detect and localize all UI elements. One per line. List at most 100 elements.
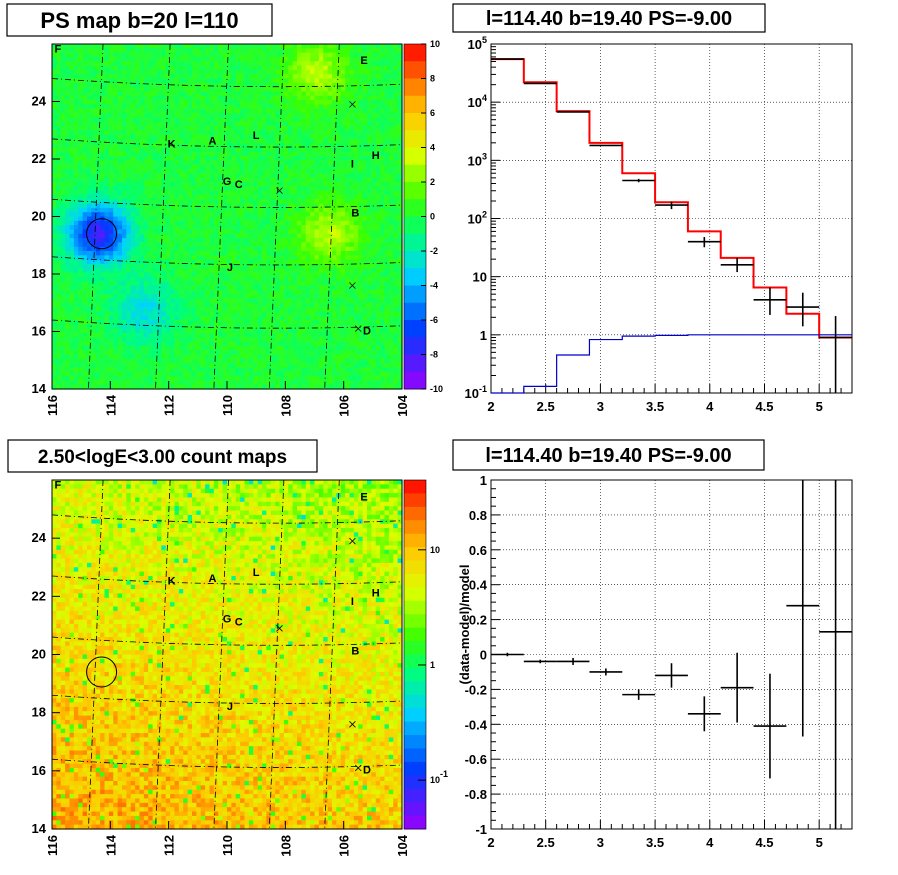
heatmap-cell bbox=[152, 332, 158, 338]
heatmap-cell bbox=[100, 125, 106, 131]
heatmap-cell bbox=[126, 160, 132, 166]
heatmap-cell bbox=[305, 177, 311, 183]
heatmap-cell bbox=[78, 285, 84, 291]
heatmap-cell bbox=[288, 82, 294, 88]
heatmap-cell bbox=[161, 376, 167, 381]
heatmap-cell bbox=[122, 52, 127, 58]
heatmap-cell bbox=[113, 130, 119, 136]
heatmap-cell bbox=[52, 78, 57, 84]
heatmap-cell bbox=[270, 104, 276, 110]
heatmap-cell bbox=[139, 289, 145, 295]
heatmap-cell bbox=[297, 246, 302, 252]
heatmap-cell bbox=[283, 272, 289, 278]
heatmap-cell bbox=[157, 255, 162, 261]
heatmap-cell bbox=[148, 233, 154, 239]
heatmap-cell bbox=[78, 332, 84, 338]
heatmap-cell bbox=[318, 91, 324, 97]
heatmap-cell bbox=[297, 259, 302, 265]
heatmap-cell bbox=[117, 276, 123, 282]
heatmap-cell bbox=[209, 285, 215, 291]
heatmap-cell bbox=[165, 225, 171, 231]
heatmap-cell bbox=[318, 182, 324, 187]
heatmap-cell bbox=[139, 182, 145, 187]
heatmap-cell bbox=[305, 190, 311, 196]
heatmap-cell bbox=[187, 134, 193, 140]
heatmap-cell bbox=[305, 367, 311, 373]
heatmap-cell bbox=[248, 380, 254, 386]
heatmap-cell bbox=[143, 238, 149, 243]
heatmap-cell bbox=[240, 82, 246, 88]
heatmap-cell bbox=[310, 138, 316, 144]
heatmap-cell bbox=[143, 78, 149, 84]
heatmap-cell bbox=[205, 87, 211, 93]
heatmap-cell bbox=[104, 164, 110, 170]
heatmap-cell bbox=[91, 95, 97, 101]
heatmap-cell bbox=[56, 358, 62, 364]
heatmap-cell bbox=[235, 194, 241, 200]
heatmap-cell bbox=[292, 164, 298, 170]
heatmap-cell bbox=[262, 56, 267, 62]
heatmap-cell bbox=[192, 289, 197, 295]
heatmap-cell bbox=[52, 246, 57, 252]
heatmap-cell bbox=[222, 332, 228, 338]
heatmap-cell bbox=[130, 246, 136, 252]
heatmap-cell bbox=[117, 117, 123, 123]
heatmap-cell bbox=[95, 238, 101, 243]
heatmap-cell bbox=[69, 320, 75, 325]
heatmap-cell bbox=[192, 246, 197, 252]
heatmap-cell bbox=[318, 320, 324, 325]
heatmap-cell bbox=[122, 311, 127, 317]
heatmap-cell bbox=[310, 164, 316, 170]
heatmap-cell bbox=[213, 207, 219, 213]
heatmap-cell bbox=[174, 332, 180, 338]
heatmap-cell bbox=[231, 61, 237, 67]
heatmap-cell bbox=[192, 376, 197, 381]
heatmap-cell bbox=[200, 91, 206, 97]
heatmap-cell bbox=[192, 298, 197, 304]
heatmap-cell bbox=[227, 169, 232, 174]
heatmap-cell bbox=[314, 104, 320, 110]
heatmap-cell bbox=[292, 147, 298, 153]
heatmap-cell bbox=[52, 143, 57, 149]
heatmap-cell bbox=[262, 91, 267, 97]
heatmap-cell bbox=[170, 259, 176, 265]
heatmap-cell bbox=[288, 384, 294, 390]
heatmap-cell bbox=[165, 242, 171, 248]
heatmap-cell bbox=[231, 130, 237, 136]
heatmap-cell bbox=[95, 95, 101, 101]
heatmap-cell bbox=[292, 298, 298, 304]
heatmap-cell bbox=[266, 371, 272, 377]
heatmap-cell bbox=[244, 332, 250, 338]
heatmap-cell bbox=[279, 315, 285, 321]
heatmap-cell bbox=[113, 74, 119, 80]
heatmap-cell bbox=[100, 151, 106, 157]
heatmap-cell bbox=[248, 169, 254, 174]
heatmap-cell bbox=[69, 367, 75, 373]
heatmap-cell bbox=[196, 332, 202, 338]
heatmap-cell bbox=[52, 95, 57, 101]
heatmap-cell bbox=[152, 225, 158, 231]
heatmap-cell bbox=[231, 246, 237, 252]
heatmap-cell bbox=[56, 332, 62, 338]
heatmap-cell bbox=[78, 186, 84, 192]
heatmap-cell bbox=[95, 289, 101, 295]
heatmap-cell bbox=[292, 199, 298, 205]
heatmap-cell bbox=[100, 259, 106, 265]
heatmap-cell bbox=[95, 315, 101, 321]
heatmap-cell bbox=[87, 87, 92, 93]
heatmap-cell bbox=[218, 324, 224, 330]
heatmap-cell bbox=[192, 138, 197, 144]
heatmap-cell bbox=[288, 138, 294, 144]
heatmap-cell bbox=[314, 160, 320, 166]
heatmap-cell bbox=[270, 220, 276, 226]
heatmap-cell bbox=[78, 367, 84, 373]
heatmap-cell bbox=[148, 143, 154, 149]
heatmap-cell bbox=[240, 194, 246, 200]
heatmap-cell bbox=[108, 268, 114, 274]
heatmap-cell bbox=[187, 100, 193, 105]
heatmap-cell bbox=[135, 108, 141, 114]
heatmap-cell bbox=[283, 134, 289, 140]
heatmap-cell bbox=[222, 229, 228, 235]
heatmap-cell bbox=[143, 345, 149, 351]
heatmap-cell bbox=[231, 259, 237, 265]
